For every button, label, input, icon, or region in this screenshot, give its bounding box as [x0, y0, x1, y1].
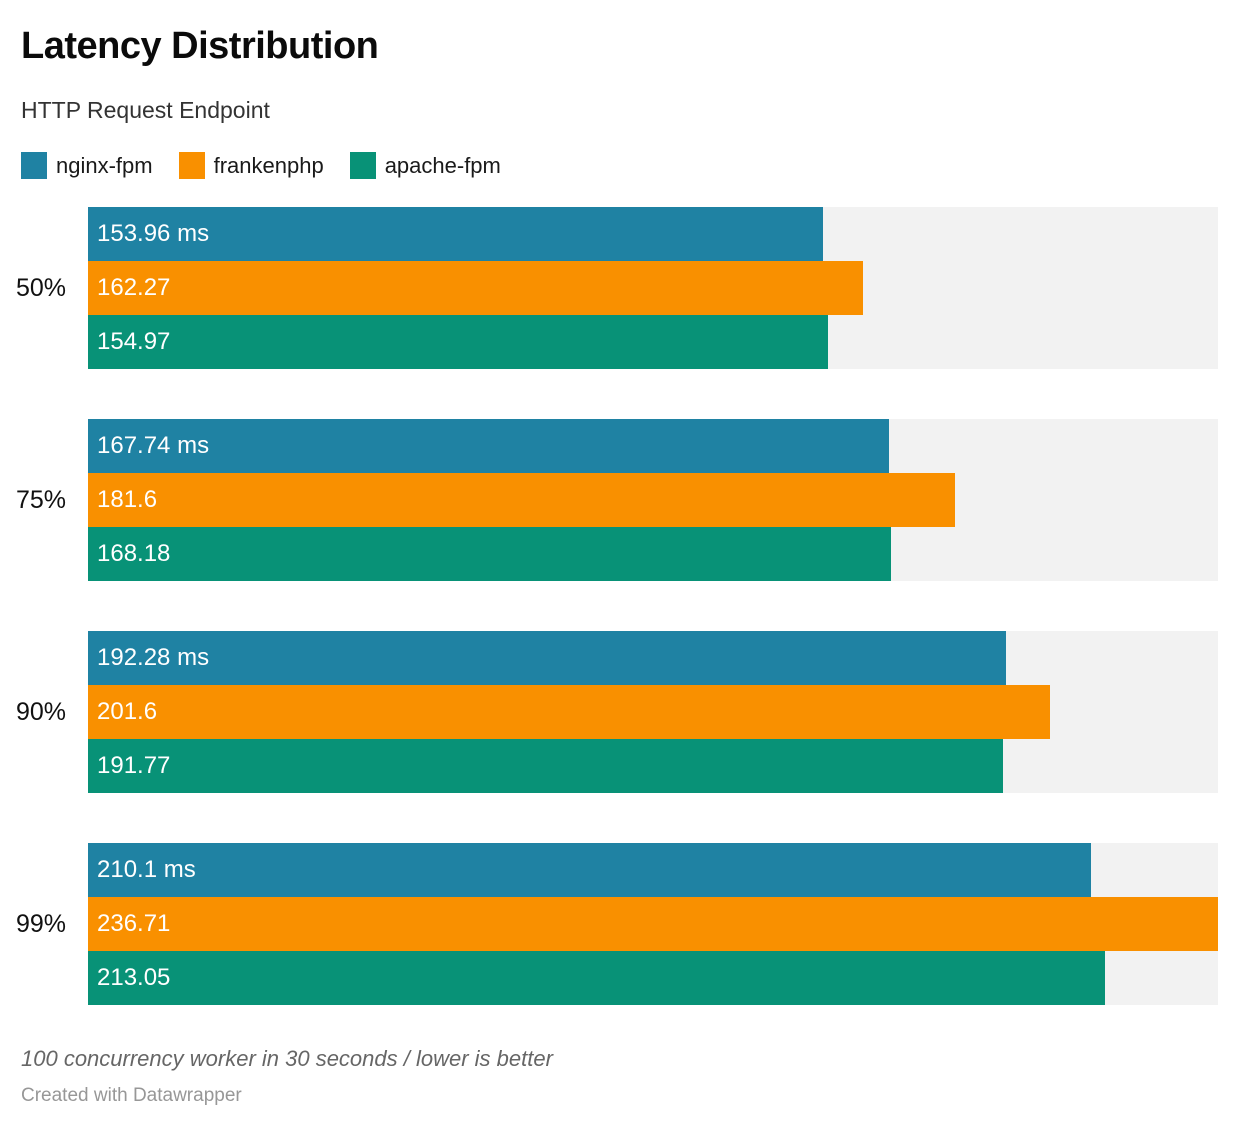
legend-item-nginx-fpm: nginx-fpm: [21, 152, 153, 179]
legend-swatch-frankenphp: [178, 152, 205, 179]
bar-group-90%: 90% 192.28 ms 201.6 191.77: [0, 631, 1240, 793]
legend-label-apache-fpm: apache-fpm: [384, 152, 501, 178]
legend-item-frankenphp: frankenphp: [178, 152, 324, 179]
bar-value-label: 167.74 ms: [97, 432, 210, 459]
legend: nginx-fpm frankenphp apache-fpm: [21, 152, 1218, 179]
bar-value-label: 191.77: [97, 752, 171, 779]
bar-apache-fpm: 213.05: [88, 951, 1106, 1005]
category-label: 50%: [15, 273, 66, 302]
legend-swatch-apache-fpm: [349, 152, 376, 179]
bar-value-label: 168.18: [97, 540, 171, 567]
bar-track: 167.74 ms 181.6 168.18: [88, 419, 1218, 581]
datawrapper-credit: Created with Datawrapper: [21, 1085, 242, 1106]
bar-chart: 50% 153.96 ms 162.27 154.97 75% 167.74 ms 181.…: [0, 207, 1240, 1005]
bar-value-label: 213.05: [97, 964, 171, 991]
bar-nginx-fpm: 192.28 ms: [88, 631, 1006, 685]
bar-value-label: 201.6: [97, 698, 158, 725]
legend-label-nginx-fpm: nginx-fpm: [56, 152, 153, 178]
bar-apache-fpm: 168.18: [88, 527, 891, 581]
bar-apache-fpm: 154.97: [88, 315, 828, 369]
bar-nginx-fpm: 210.1 ms: [88, 843, 1091, 897]
bar-group-99%: 99% 210.1 ms 236.71 213.05: [0, 843, 1240, 1005]
category-label: 90%: [15, 697, 66, 726]
bar-frankenphp: 201.6: [88, 685, 1051, 739]
chart-footer: 100 concurrency worker in 30 seconds / l…: [21, 1046, 1218, 1107]
category-label: 99%: [15, 909, 66, 938]
legend-item-apache-fpm: apache-fpm: [349, 152, 501, 179]
bar-value-label: 236.71: [97, 910, 171, 937]
legend-swatch-nginx-fpm: [21, 152, 47, 179]
chart-title: Latency Distribution: [21, 25, 379, 67]
bar-nginx-fpm: 167.74 ms: [88, 419, 889, 473]
bar-apache-fpm: 191.77: [88, 739, 1004, 793]
bar-value-label: 153.96 ms: [97, 220, 210, 247]
bar-frankenphp: 162.27: [88, 261, 863, 315]
bar-group-50%: 50% 153.96 ms 162.27 154.97: [0, 207, 1240, 369]
bar-value-label: 162.27: [97, 274, 171, 301]
chart-header: Latency Distribution HTTP Request Endpoi…: [21, 24, 1218, 123]
chart-subtitle: HTTP Request Endpoint: [21, 97, 270, 123]
legend-label-frankenphp: frankenphp: [213, 152, 324, 178]
chart-note: 100 concurrency worker in 30 seconds / l…: [21, 1046, 553, 1071]
bar-frankenphp: 236.71: [88, 897, 1218, 951]
bar-value-label: 181.6: [97, 486, 158, 513]
bar-track: 153.96 ms 162.27 154.97: [88, 207, 1218, 369]
bar-track: 210.1 ms 236.71 213.05: [88, 843, 1218, 1005]
bar-value-label: 154.97: [97, 328, 171, 355]
bar-value-label: 192.28 ms: [97, 644, 210, 671]
bar-group-75%: 75% 167.74 ms 181.6 168.18: [0, 419, 1240, 581]
bar-nginx-fpm: 153.96 ms: [88, 207, 823, 261]
bar-frankenphp: 181.6: [88, 473, 955, 527]
bar-value-label: 210.1 ms: [97, 856, 196, 883]
bar-track: 192.28 ms 201.6 191.77: [88, 631, 1218, 793]
category-label: 75%: [15, 485, 66, 514]
